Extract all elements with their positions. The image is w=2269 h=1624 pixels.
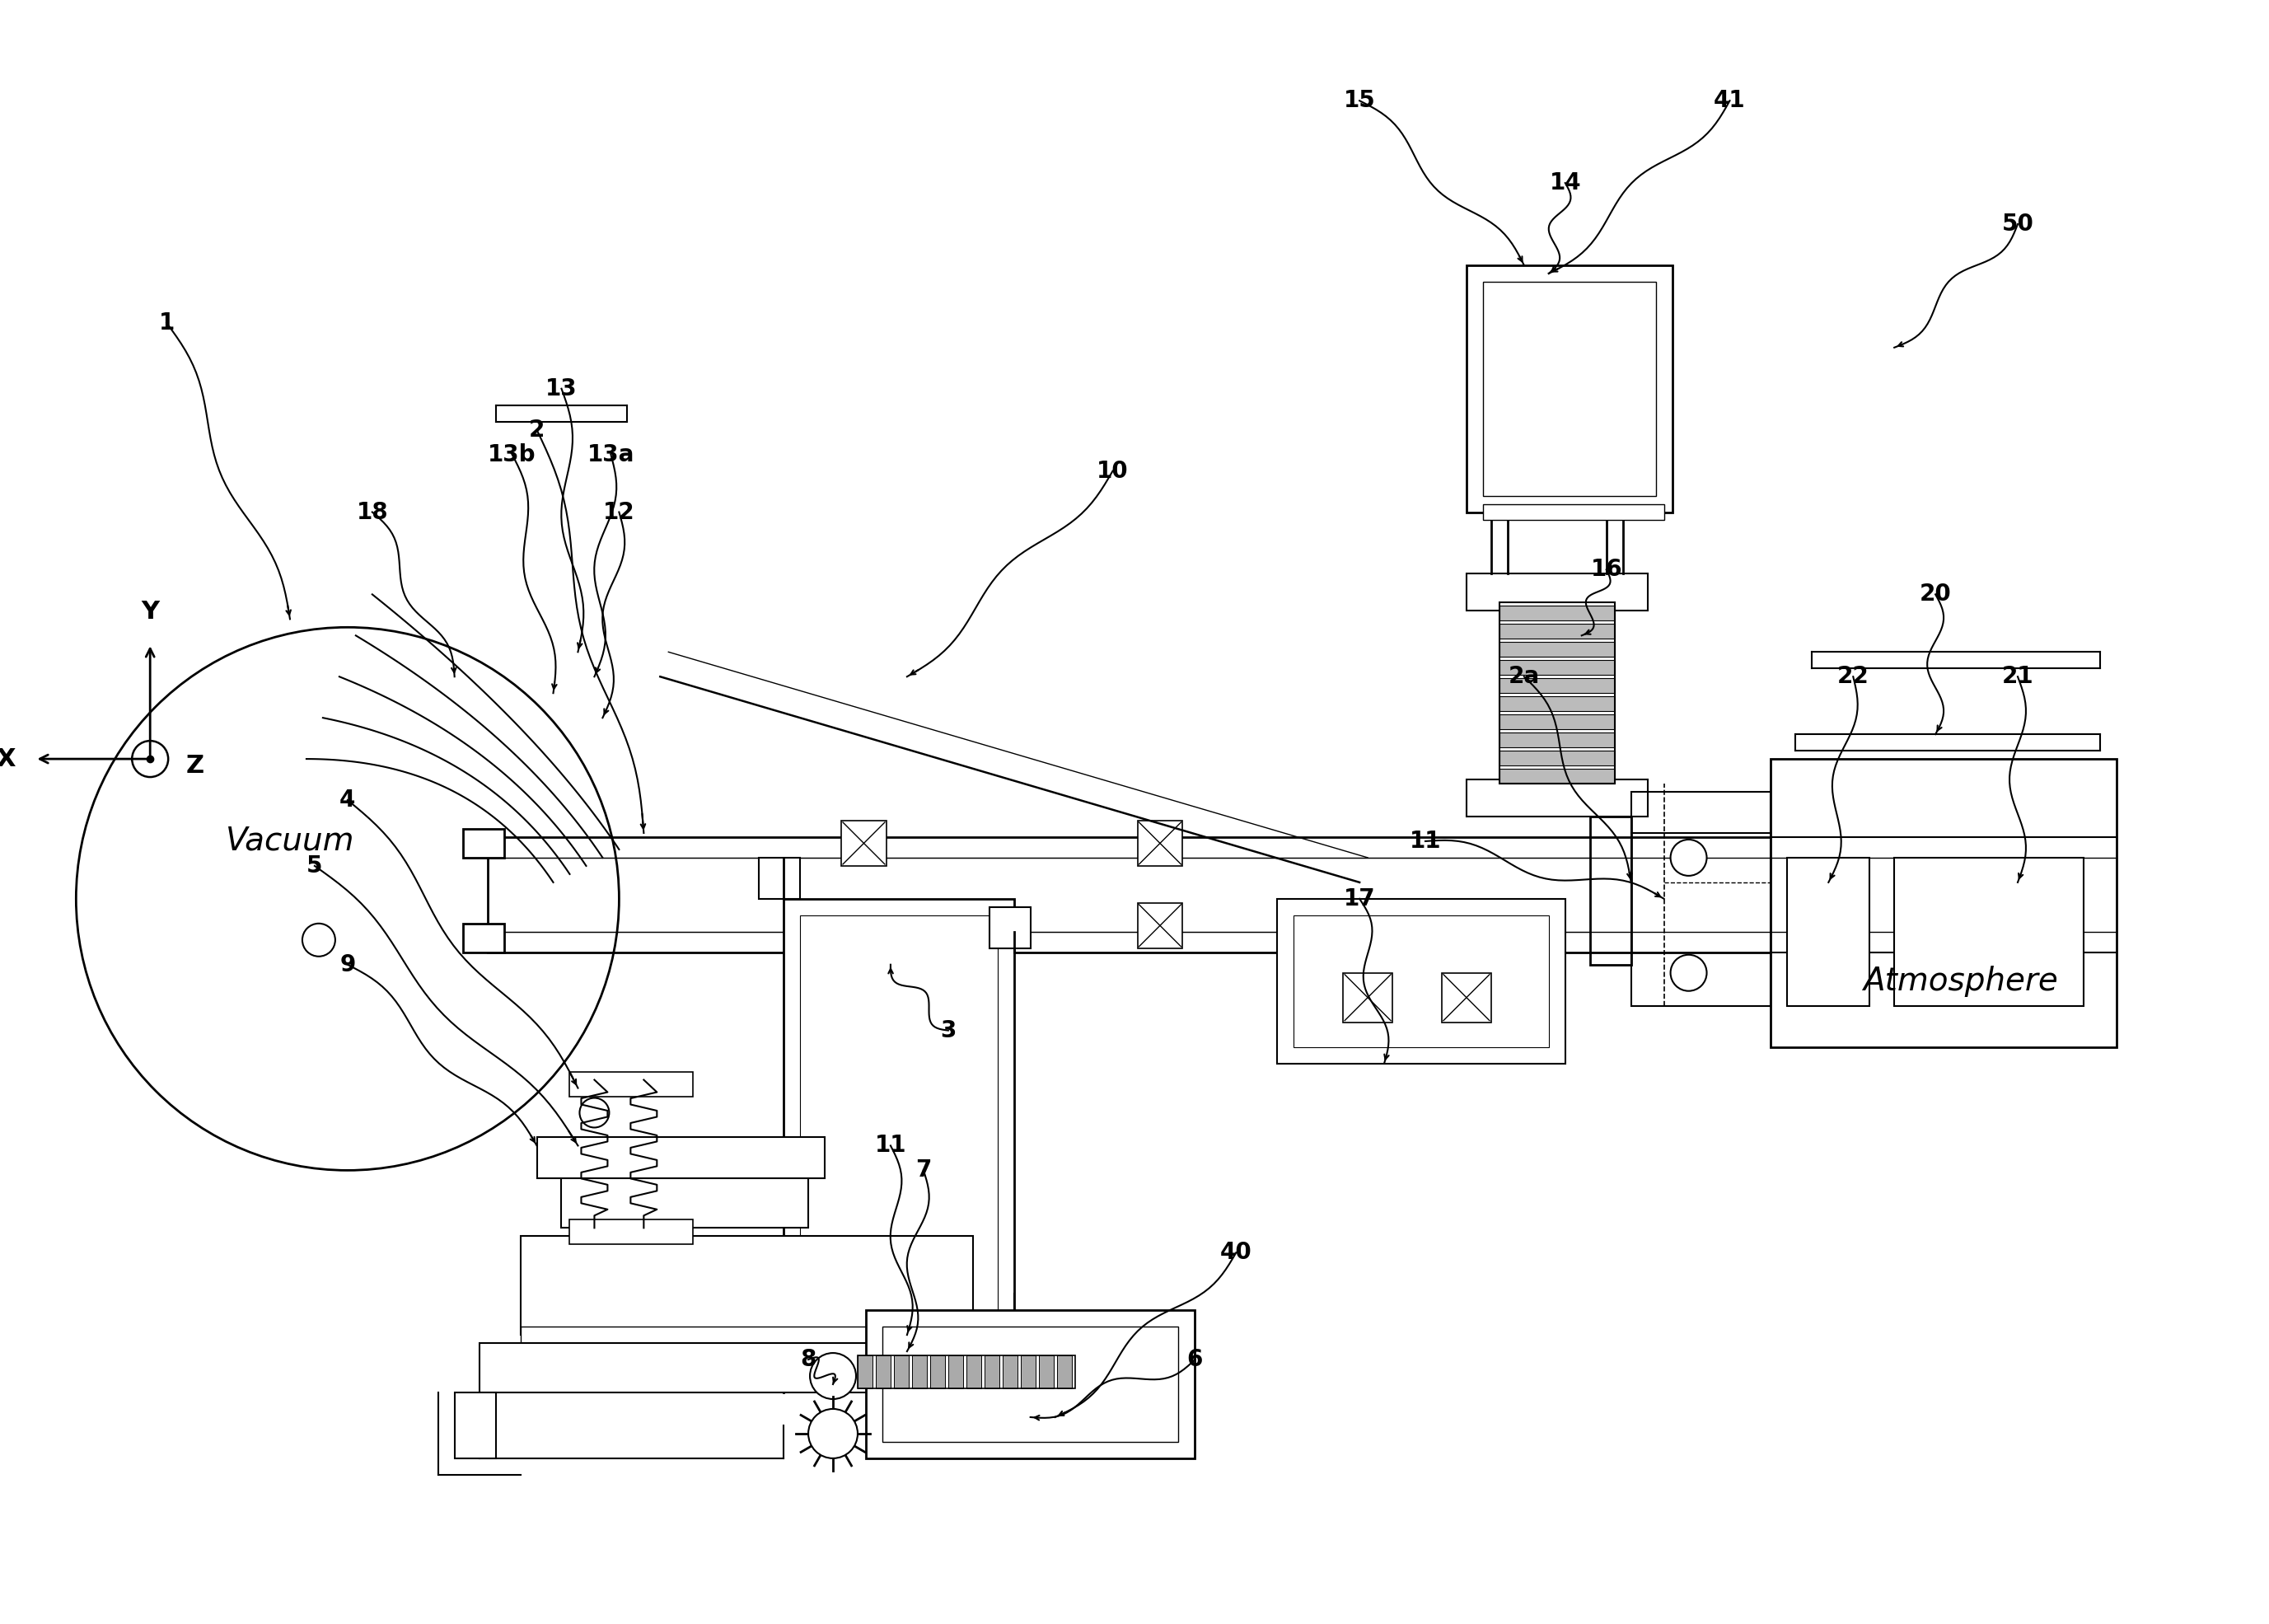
Text: 41: 41 (1713, 89, 1745, 112)
Bar (1500, 750, 1616, 765)
Circle shape (77, 627, 619, 1171)
Circle shape (808, 1410, 858, 1458)
Bar (1500, 606, 1616, 620)
Text: Atmosphere: Atmosphere (1863, 965, 2058, 997)
Bar (560, 1163, 808, 1228)
Circle shape (1670, 955, 1706, 991)
Bar (1770, 758, 2117, 1047)
Circle shape (1670, 840, 1706, 875)
Bar (1500, 641, 1616, 656)
Text: 14: 14 (1550, 172, 1581, 195)
Text: 22: 22 (1838, 666, 1870, 689)
Bar (454, 1392, 495, 1458)
Text: 10: 10 (1096, 460, 1128, 482)
Circle shape (579, 1098, 608, 1127)
Bar (1021, 1356, 1035, 1389)
Text: 17: 17 (1343, 887, 1375, 911)
Bar (520, 1236, 973, 1335)
Bar (463, 924, 504, 952)
Text: 13b: 13b (488, 443, 535, 466)
Bar (1895, 857, 2083, 1005)
Text: 2: 2 (529, 419, 545, 442)
Bar (967, 1356, 980, 1389)
Text: Y: Y (141, 601, 159, 624)
Bar (570, 1072, 692, 1096)
Bar (985, 1356, 998, 1389)
Text: 3: 3 (939, 1018, 955, 1043)
Bar (1441, 973, 1491, 1021)
Text: 5: 5 (306, 854, 322, 877)
Bar (858, 1356, 874, 1389)
Text: 8: 8 (801, 1348, 817, 1371)
Text: 11: 11 (876, 1134, 905, 1158)
Bar (1500, 768, 1616, 784)
Bar (1500, 679, 1616, 693)
Text: 18: 18 (356, 500, 388, 523)
Bar (758, 857, 801, 898)
Text: 20: 20 (1920, 583, 1951, 606)
Text: 40: 40 (1221, 1241, 1252, 1263)
Bar (1057, 1356, 1071, 1389)
Bar (894, 1356, 908, 1389)
Bar (520, 1327, 973, 1351)
Text: 7: 7 (914, 1160, 933, 1182)
Bar (1466, 265, 1672, 512)
Bar (1500, 732, 1616, 747)
Text: 1: 1 (159, 312, 175, 335)
Text: Vacuum: Vacuum (225, 825, 354, 857)
Bar (538, 1137, 824, 1179)
Bar (930, 1356, 944, 1389)
Bar (989, 908, 1030, 948)
Bar (858, 1356, 1076, 1389)
Bar (1003, 1356, 1017, 1389)
Bar (1137, 903, 1182, 948)
Bar (1500, 697, 1616, 711)
Bar (1788, 857, 1870, 1005)
Bar (883, 1327, 1178, 1442)
Bar (479, 1343, 1014, 1392)
Bar (842, 903, 887, 948)
Text: 2a: 2a (1509, 666, 1541, 689)
Text: 6: 6 (1187, 1348, 1203, 1371)
Text: 12: 12 (604, 500, 635, 523)
Text: X: X (0, 747, 16, 771)
Bar (1591, 817, 1631, 965)
Bar (842, 820, 887, 866)
Bar (1484, 503, 1663, 520)
Bar (1466, 780, 1647, 817)
Bar (1500, 715, 1616, 729)
Text: 50: 50 (2001, 213, 2033, 235)
Text: 4: 4 (340, 789, 356, 812)
Text: 16: 16 (1591, 559, 1622, 581)
Circle shape (132, 741, 168, 776)
Bar (1631, 793, 1770, 1005)
Text: Z: Z (186, 754, 204, 778)
Bar (912, 1356, 926, 1389)
Circle shape (810, 1353, 855, 1398)
Text: 21: 21 (2001, 666, 2033, 689)
Text: 15: 15 (1343, 89, 1375, 112)
Bar (1039, 1356, 1053, 1389)
Text: 13a: 13a (588, 443, 635, 466)
Bar (948, 1356, 962, 1389)
Bar (1500, 603, 1616, 784)
Bar (801, 916, 998, 1319)
Bar (1500, 661, 1616, 676)
Bar (1500, 624, 1616, 638)
Bar (1466, 573, 1647, 611)
Bar (783, 898, 1014, 1335)
Bar (570, 1220, 692, 1244)
Circle shape (302, 924, 336, 957)
Bar (1137, 820, 1182, 866)
Bar (876, 1356, 889, 1389)
Bar (1277, 898, 1566, 1064)
Bar (1484, 281, 1656, 495)
Bar (463, 828, 504, 857)
Text: 13: 13 (545, 377, 576, 400)
Bar (867, 1311, 1196, 1458)
Text: 11: 11 (1409, 830, 1441, 853)
Bar (1293, 916, 1550, 1047)
Text: 9: 9 (340, 953, 356, 976)
Bar (1343, 973, 1393, 1021)
